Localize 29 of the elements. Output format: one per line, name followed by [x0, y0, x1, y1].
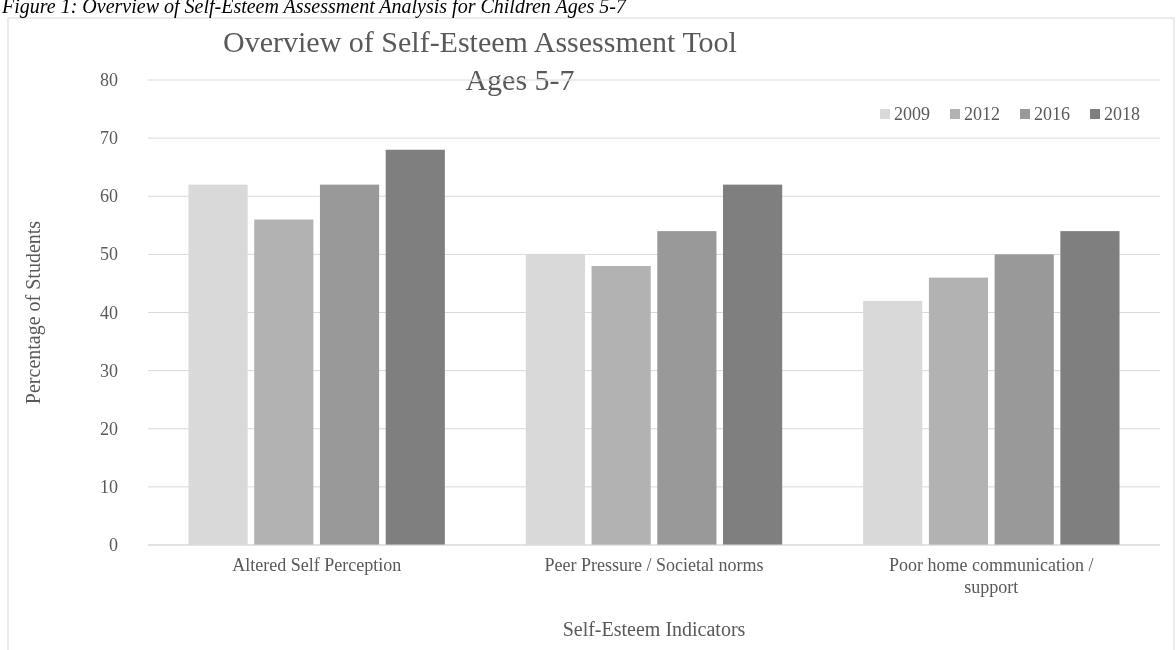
legend-label: 2016 — [1034, 104, 1070, 124]
y-tick-label: 30 — [100, 360, 118, 381]
x-axis-title: Self-Esteem Indicators — [562, 618, 746, 640]
x-tick-label: Poor home communication / support — [889, 555, 1094, 597]
chart-subtitle: Ages 5-7 — [465, 63, 575, 96]
y-tick-label: 80 — [100, 70, 118, 90]
legend-label: 2009 — [894, 104, 930, 124]
y-tick-label: 20 — [100, 418, 118, 439]
y-tick-label: 0 — [109, 535, 118, 555]
y-tick-label: 70 — [100, 128, 118, 149]
y-tick-label: 40 — [100, 302, 118, 323]
y-tick-label: 60 — [100, 186, 118, 207]
y-tick-label: 10 — [100, 476, 118, 497]
bar — [254, 219, 314, 545]
bar — [319, 184, 380, 545]
x-tick-label: Peer Pressure / Societal norms — [544, 555, 764, 575]
y-tick-label: 50 — [100, 244, 118, 265]
bar — [385, 149, 445, 545]
bar — [994, 254, 1054, 545]
y-axis-title: Percentage of Students — [22, 220, 45, 405]
x-tick-label: Altered Self Perception — [232, 555, 402, 575]
bar — [1060, 231, 1120, 545]
bar — [723, 184, 783, 545]
bar — [657, 231, 717, 545]
bar — [591, 266, 651, 545]
legend-label: 2012 — [964, 104, 1000, 124]
legend-label: 2018 — [1104, 104, 1140, 124]
chart-title: Overview of Self-Esteem Assessment Tool — [223, 25, 737, 58]
bar — [928, 277, 989, 545]
